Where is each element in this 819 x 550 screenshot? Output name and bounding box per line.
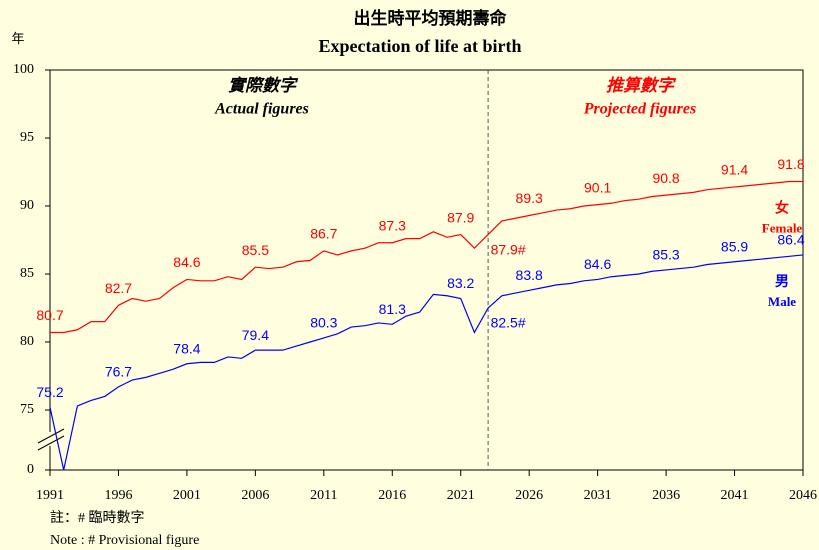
data-label: 79.4 [242, 327, 269, 343]
x-tick-label: 2001 [173, 488, 201, 503]
data-label: 84.6 [173, 254, 200, 270]
data-label: 87.9 [447, 209, 474, 225]
data-label: 76.7 [105, 364, 132, 380]
x-tick-label: 2031 [584, 488, 612, 503]
annotation: 實際數字 [228, 76, 299, 95]
legend-label: Female [762, 221, 803, 236]
legend-label: 女 [775, 200, 789, 217]
data-label: 85.3 [652, 247, 679, 263]
y-tick-label: 100 [13, 62, 34, 77]
series-line [50, 180, 803, 334]
note: Note : # Provisional figure [50, 533, 199, 548]
data-label: 89.3 [516, 190, 543, 206]
legend-label: 男 [775, 274, 789, 290]
x-tick-label: 2046 [789, 488, 817, 503]
y-tick-label: 80 [20, 334, 34, 349]
data-label: 91.4 [721, 162, 748, 178]
data-label: 80.3 [310, 315, 337, 331]
plot-frame [49, 69, 804, 471]
chart-title: 出生時平均預期壽命 [354, 8, 508, 28]
x-tick-label: 2021 [447, 488, 475, 503]
x-tick-label: 1991 [36, 488, 64, 503]
axis-break [37, 435, 65, 451]
annotation: Projected figures [583, 101, 696, 118]
x-tick-label: 2036 [652, 488, 680, 503]
axis-break [37, 428, 65, 444]
y-tick-label: 85 [20, 266, 34, 281]
x-tick-label: 2041 [721, 488, 749, 503]
data-label: 90.1 [584, 179, 611, 195]
annotation: Actual figures [214, 101, 309, 118]
data-label: 86.4 [777, 232, 804, 248]
x-tick-label: 2006 [241, 488, 269, 503]
data-label: 87.9# [491, 241, 526, 257]
x-tick-label: 1996 [104, 488, 132, 503]
data-label: 75.2 [36, 384, 63, 400]
data-label: 81.3 [379, 301, 406, 317]
data-label: 78.4 [173, 340, 200, 356]
y-tick-label: 75 [20, 402, 34, 417]
data-label: 87.3 [379, 217, 406, 233]
y-tick-label: 95 [20, 130, 34, 145]
y-axis-label: 年 [11, 31, 24, 46]
data-label: 82.5# [491, 315, 526, 331]
chart-subtitle: Expectation of life at birth [319, 36, 522, 56]
data-label: 90.8 [652, 170, 679, 186]
annotation: 推算數字 [606, 76, 677, 95]
data-label: 86.7 [310, 226, 337, 242]
axis-break-gap [40, 432, 60, 446]
data-label: 85.5 [242, 242, 269, 258]
data-label: 91.8 [777, 156, 804, 172]
x-tick-label: 2016 [378, 488, 406, 503]
series-line [49, 254, 804, 471]
x-tick-label: 2026 [515, 488, 543, 503]
data-label: 83.8 [516, 267, 543, 283]
legend-label: Male [768, 294, 796, 309]
note: 註：# 臨時數字 [50, 510, 145, 526]
y-tick-label: 0 [27, 462, 34, 477]
data-label: 82.7 [105, 280, 132, 296]
data-label: 83.2 [447, 275, 474, 291]
data-label: 84.6 [584, 256, 611, 272]
x-tick-label: 2011 [310, 488, 337, 503]
data-label: 85.9 [721, 238, 748, 254]
y-tick-label: 90 [20, 198, 34, 213]
data-label: 80.7 [36, 307, 63, 323]
